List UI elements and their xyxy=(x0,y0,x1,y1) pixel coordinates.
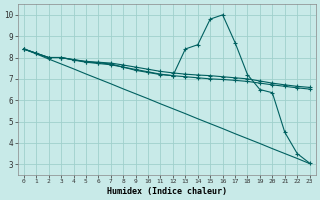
X-axis label: Humidex (Indice chaleur): Humidex (Indice chaleur) xyxy=(107,187,227,196)
